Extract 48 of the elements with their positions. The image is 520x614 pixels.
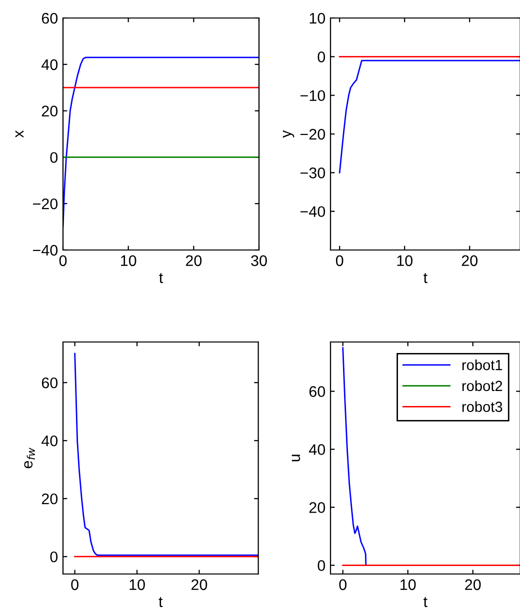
x-tick-label: 20 [191,579,208,590]
y-tick-label: −40 [32,244,58,256]
x-tick-label: 10 [397,255,412,266]
y-tick-label: 0 [50,551,58,562]
y-tick-label: −40 [300,206,326,218]
x-axis-title: t [158,597,163,608]
x-tick-label: 10 [121,255,136,266]
line-series [74,352,258,556]
legend-label: robot1 [462,360,502,370]
y-tick-label: 60 [42,377,58,388]
x-axis-title: t [424,273,428,284]
x-tick-label: 0 [59,255,67,266]
line-series [338,60,520,174]
x-axis-title: t [424,597,428,608]
y-tick-label: −30 [300,168,326,178]
y-tick-label: 40 [42,435,58,446]
y-axis-title: e$_{fw}$ [24,448,35,468]
y-tick-label: 40 [42,59,58,70]
x-tick-label: 20 [465,579,481,590]
y-tick-label: 0 [318,52,326,62]
y-tick-label: 20 [42,106,58,116]
y-tick-label: 60 [309,386,326,397]
y-tick-label: 20 [42,493,58,504]
y-tick-label: −10 [300,90,326,102]
y-axis-title: x [15,130,24,138]
x-tick-label: 20 [186,255,202,266]
x-axis-title: t [159,273,164,284]
x-tick-label: 30 [251,255,267,266]
y-tick-label: 0 [50,152,58,163]
x-tick-label: 0 [71,579,78,590]
y-axis-title: y [282,130,294,138]
y-tick-label: −20 [32,198,58,210]
y-tick-label: 0 [318,560,326,571]
y-tick-label: 20 [309,502,326,513]
line-series [63,56,259,228]
x-tick-label: 0 [339,579,346,590]
x-tick-label: 10 [130,579,145,590]
legend-label: robot2 [462,380,502,392]
y-axis-title: u [292,454,300,462]
y-tick-label: −20 [300,128,326,140]
line-series [342,347,367,566]
y-tick-label: 10 [310,12,326,24]
x-tick-label: 0 [336,255,344,266]
y-tick-label: 40 [309,444,326,455]
y-tick-label: 60 [42,12,58,24]
legend-label: robot3 [462,401,502,412]
x-tick-label: 20 [462,255,478,266]
x-tick-label: 10 [400,579,416,590]
